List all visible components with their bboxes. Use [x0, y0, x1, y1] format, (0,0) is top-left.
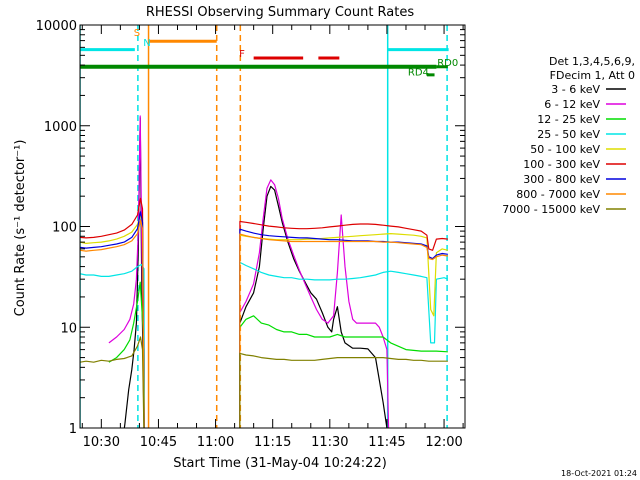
legend-label-5: 100 - 300 keV — [523, 158, 600, 171]
series-line-0 — [123, 117, 388, 428]
annotation-4: RD4 — [408, 68, 429, 79]
x-axis-label: Start Time (31-May-04 10:24:22) — [173, 456, 387, 471]
series-line-4 — [80, 214, 449, 428]
x-tick-label-6: 12:00 — [425, 435, 462, 450]
annotation-2: F — [239, 49, 245, 60]
series-line-5 — [80, 197, 448, 428]
y-tick-label-0: 1 — [69, 422, 77, 437]
y-axis-label: Count Rate (s⁻¹ detector⁻¹) — [13, 140, 28, 317]
y-tick-label-2: 100 — [52, 221, 77, 236]
legend-header-1: FDecim 1, Att 0 — [550, 69, 635, 82]
legend-header-0: Det 1,3,4,5,6,9, — [549, 55, 635, 68]
legend-label-7: 800 - 7000 keV — [516, 188, 600, 201]
legend: Det 1,3,4,5,6,9,FDecim 1, Att 03 - 6 keV… — [502, 55, 635, 216]
annotation-1: N — [143, 38, 150, 49]
chart-title: RHESSI Observing Summary Count Rates — [146, 5, 415, 20]
x-tick-label-1: 10:45 — [140, 435, 177, 450]
x-tick-label-0: 10:30 — [83, 435, 120, 450]
legend-label-2: 12 - 25 keV — [537, 113, 600, 126]
series-line-8 — [80, 336, 448, 428]
legend-label-4: 50 - 100 keV — [530, 143, 600, 156]
plot-area: SN F RD0 RD4 — [80, 25, 458, 428]
x-tick-label-3: 11:15 — [254, 435, 291, 450]
legend-label-8: 7000 - 15000 keV — [502, 203, 600, 216]
legend-label-0: 3 - 6 keV — [551, 83, 600, 96]
plot-content — [80, 25, 449, 428]
timestamp: 18-Oct-2021 01:24 — [561, 469, 637, 478]
legend-label-1: 6 - 12 keV — [544, 98, 600, 111]
series-line-3 — [80, 261, 449, 428]
axes: 10:30 10:45 11:00 11:15 11:30 11:45 12:00 1 10 10… — [36, 19, 466, 450]
series-line-7 — [80, 219, 448, 428]
y-tick-label-1: 10 — [60, 321, 77, 336]
y-tick-label-3: 1000 — [44, 120, 77, 135]
series-line-1 — [108, 115, 390, 428]
x-tick-label-5: 11:45 — [368, 435, 405, 450]
legend-label-3: 25 - 50 keV — [537, 128, 600, 141]
x-tick-label-2: 11:00 — [197, 435, 234, 450]
annotation-3: RD0 — [437, 58, 458, 69]
legend-label-6: 300 - 800 keV — [523, 173, 600, 186]
x-tick-label-4: 11:30 — [311, 435, 348, 450]
series-line-2 — [108, 281, 448, 428]
annotation-0: S — [134, 28, 140, 39]
y-tick-label-4: 10000 — [36, 19, 77, 34]
series-line-6 — [80, 211, 448, 428]
